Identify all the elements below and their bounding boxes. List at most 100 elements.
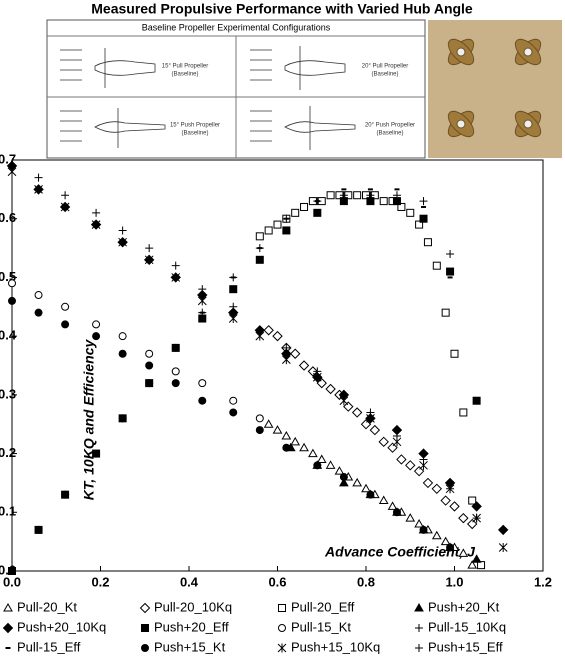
data-point bbox=[291, 208, 300, 217]
data-point bbox=[263, 419, 274, 428]
legend-label: Push+20_Eff bbox=[154, 619, 229, 634]
data-point bbox=[281, 430, 292, 440]
data-point bbox=[118, 414, 127, 423]
x-tick-label: 1.0 bbox=[445, 574, 463, 589]
data-point bbox=[229, 408, 238, 417]
data-point bbox=[272, 425, 283, 434]
data-point bbox=[272, 330, 283, 342]
x-tick-label: 0.2 bbox=[91, 574, 109, 589]
data-point bbox=[61, 191, 70, 200]
data-point bbox=[458, 512, 469, 524]
data-point bbox=[471, 554, 482, 563]
propeller-sketches bbox=[60, 46, 356, 150]
data-point bbox=[352, 477, 363, 487]
data-point bbox=[334, 466, 345, 475]
data-point bbox=[92, 332, 101, 341]
data-point bbox=[8, 279, 16, 288]
data-point bbox=[419, 197, 428, 206]
data-point bbox=[171, 379, 180, 388]
data-point bbox=[431, 530, 442, 540]
data-point bbox=[431, 483, 443, 495]
data-point bbox=[91, 220, 101, 230]
data-point bbox=[34, 525, 43, 534]
legend-marker bbox=[278, 604, 286, 612]
data-point bbox=[92, 320, 101, 329]
legend-label: Push+15_Eff bbox=[428, 639, 503, 654]
data-point bbox=[145, 379, 154, 388]
data-point bbox=[307, 366, 319, 377]
data-point bbox=[118, 349, 127, 358]
legend-label: Pull-15_Kt bbox=[291, 619, 351, 634]
data-point bbox=[467, 560, 478, 569]
data-point bbox=[458, 548, 469, 557]
data-point bbox=[396, 454, 407, 465]
data-point bbox=[422, 477, 434, 489]
data-point bbox=[477, 561, 486, 570]
data-point bbox=[92, 449, 101, 458]
legend-label: Pull-15_10Kq bbox=[428, 619, 506, 634]
legend-label: Pull-20_10Kq bbox=[154, 599, 232, 614]
data-point bbox=[281, 355, 291, 365]
data-point bbox=[325, 383, 336, 395]
data-point bbox=[282, 443, 291, 452]
y-tick-label: 0.2 bbox=[0, 445, 16, 460]
data-point bbox=[299, 442, 309, 452]
data-point bbox=[360, 419, 372, 430]
data-point bbox=[255, 255, 264, 264]
data-point bbox=[8, 296, 16, 305]
propeller-photos bbox=[428, 20, 562, 158]
data-point bbox=[466, 518, 478, 530]
legend-marker bbox=[3, 602, 13, 612]
data-point bbox=[339, 477, 349, 487]
inset-diagram: Baseline Propeller Experimental Configur… bbox=[46, 19, 426, 159]
legend-label: Push+20_10Kq bbox=[17, 619, 106, 634]
chart-title: Measured Propulsive Performance with Var… bbox=[91, 1, 473, 17]
legend-marker bbox=[415, 624, 423, 632]
data-point bbox=[255, 331, 265, 341]
data-point bbox=[446, 267, 455, 276]
config-note: (Baseline) bbox=[171, 72, 198, 78]
x-axis-title: Advance Coefficient, J bbox=[324, 544, 476, 560]
data-point bbox=[415, 220, 424, 229]
data-point bbox=[419, 214, 428, 223]
data-point bbox=[197, 296, 207, 306]
data-point bbox=[313, 208, 322, 217]
data-point bbox=[432, 261, 441, 270]
legend-marker bbox=[2, 622, 14, 634]
data-point bbox=[282, 214, 291, 223]
data-point bbox=[273, 220, 282, 229]
legend-label: Push+15_Kt bbox=[154, 639, 226, 654]
data-point bbox=[343, 401, 354, 412]
data-point bbox=[378, 495, 389, 505]
data-point bbox=[145, 361, 154, 370]
data-point bbox=[366, 490, 375, 499]
data-point bbox=[255, 244, 264, 253]
config-note: (Baseline) bbox=[181, 131, 208, 137]
data-point bbox=[413, 465, 425, 477]
data-point bbox=[405, 513, 416, 522]
data-point bbox=[61, 490, 70, 499]
data-point bbox=[198, 285, 207, 294]
data-point bbox=[145, 349, 154, 358]
data-point bbox=[325, 460, 336, 469]
data-point bbox=[423, 238, 432, 247]
data-point bbox=[353, 191, 362, 200]
data-point bbox=[339, 191, 348, 200]
legend-label: Push+15_10Kq bbox=[291, 639, 380, 654]
data-point bbox=[446, 543, 455, 552]
data-point bbox=[229, 396, 238, 405]
data-point bbox=[7, 167, 17, 177]
data-point bbox=[144, 255, 154, 265]
legend-marker bbox=[139, 602, 151, 614]
data-point bbox=[298, 360, 310, 371]
data-point bbox=[392, 437, 402, 447]
data-point bbox=[255, 232, 264, 241]
data-point bbox=[289, 348, 301, 359]
config-note: (Baseline) bbox=[376, 131, 403, 137]
legend-marker bbox=[277, 643, 287, 653]
legend-label: Pull-15_Eff bbox=[17, 639, 81, 654]
data-point bbox=[497, 524, 509, 536]
data-point bbox=[471, 501, 482, 512]
data-point bbox=[255, 414, 264, 423]
